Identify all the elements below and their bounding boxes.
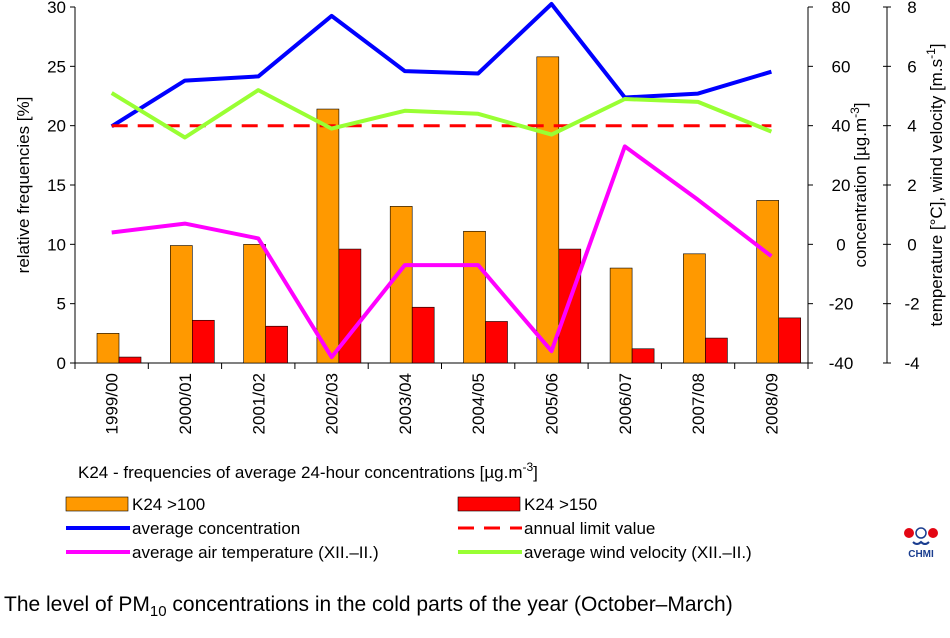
bar-k24-150 [778, 317, 802, 364]
legend-label: K24 >150 [524, 495, 597, 514]
secondary-axis-tick-label: 4 [907, 117, 916, 136]
secondary-axis-tick-label: 8 [907, 0, 916, 17]
left-axis-tick-label: 0 [57, 354, 66, 373]
legend-label: average air temperature (XII.–II.) [132, 543, 379, 562]
category-label: 2001/02 [249, 373, 268, 434]
bar-k24-100 [609, 267, 633, 364]
secondary-axis-label: temperature [°C], wind velocity [m.s-1] [924, 44, 946, 327]
category-label: 2005/06 [542, 373, 561, 434]
right-axis-tick-label: -40 [829, 354, 854, 373]
right-axis-label: concentration [µg.m-3] [848, 102, 870, 267]
series-line-average-wind-velocity [110, 88, 773, 140]
secondary-axis-tick-label: -2 [904, 295, 919, 314]
right-axis-tick-label: 60 [832, 57, 851, 76]
category-label: 2004/05 [469, 373, 488, 434]
legend-layer: K24 - frequencies of average 24-hour con… [65, 460, 752, 562]
bar-k24-150 [338, 248, 362, 364]
category-label: 2002/03 [323, 373, 342, 434]
category-label: 2007/08 [689, 373, 708, 434]
left-axis-tick-label: 10 [47, 235, 66, 254]
secondary-axis-tick-label: 2 [907, 176, 916, 195]
bar-k24-100 [463, 230, 486, 364]
bar-k24-150 [558, 248, 582, 364]
bar-k24-150 [192, 319, 215, 364]
category-label: 1999/00 [103, 373, 122, 434]
left-axis-tick-label: 15 [47, 176, 66, 195]
legend-swatch-bar [457, 496, 521, 512]
secondary-axis-tick-label: -4 [904, 354, 919, 373]
right-axis-tick-label: 0 [836, 235, 845, 254]
category-label: 2006/07 [616, 373, 635, 434]
left-axis-label: relative frequencies [%] [14, 97, 33, 274]
series-line-average-concentration [110, 2, 772, 128]
secondary-axis-tick-label: 6 [907, 57, 916, 76]
left-axis-tick-label: 25 [47, 57, 66, 76]
bar-k24-100 [756, 200, 780, 364]
legend-label: average wind velocity (XII.–II.) [524, 543, 752, 562]
legend-title: K24 - frequencies of average 24-hour con… [78, 460, 538, 482]
bar-k24-100 [683, 253, 706, 364]
chmi-logo: CHMI [904, 527, 938, 560]
right-axis-tick-label: 40 [832, 117, 851, 136]
legend-label: K24 >100 [132, 495, 205, 514]
secondary-axis-tick-label: 0 [907, 235, 916, 254]
left-axis-tick-label: 30 [47, 0, 66, 17]
bar-k24-100 [96, 333, 120, 364]
bar-k24-150 [265, 325, 288, 364]
legend-swatch-bar [65, 496, 129, 512]
bar-k24-100 [170, 245, 193, 364]
bar-k24-100 [536, 56, 560, 364]
bar-k24-100 [316, 108, 340, 364]
bar-k24-150 [631, 348, 655, 364]
bar-k24-150 [118, 356, 142, 364]
series-line-average-air-temperature [111, 144, 773, 360]
figure-caption: The level of PM10 concentrations in the … [4, 593, 733, 621]
left-axis-tick-label: 5 [57, 295, 66, 314]
left-axis-tick-label: 20 [47, 117, 66, 136]
right-axis-tick-label: 80 [832, 0, 851, 17]
category-label: 2000/01 [176, 373, 195, 434]
bar-k24-150 [705, 337, 728, 364]
bar-k24-150 [411, 306, 435, 364]
logo-text: CHMI [908, 549, 934, 560]
bar-k24-100 [389, 206, 413, 364]
lines-layer [110, 2, 773, 360]
legend-label: average concentration [132, 519, 300, 538]
category-label: 2008/09 [762, 373, 781, 434]
bar-k24-100 [243, 244, 266, 364]
category-label: 2003/04 [396, 373, 415, 434]
right-axis-tick-label: 20 [832, 176, 851, 195]
right-axis-tick-label: -20 [829, 295, 854, 314]
legend-label: annual limit value [524, 519, 655, 538]
bar-k24-150 [485, 321, 508, 364]
